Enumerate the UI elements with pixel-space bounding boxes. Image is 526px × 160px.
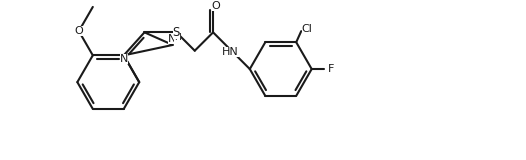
Text: F: F xyxy=(328,64,334,74)
Text: N: N xyxy=(168,34,176,44)
Text: H: H xyxy=(174,33,181,42)
Text: O: O xyxy=(75,26,83,36)
Text: S: S xyxy=(173,26,180,39)
Text: Cl: Cl xyxy=(302,24,312,34)
Text: O: O xyxy=(212,1,220,11)
Text: HN: HN xyxy=(222,47,239,57)
Text: N: N xyxy=(119,54,128,64)
